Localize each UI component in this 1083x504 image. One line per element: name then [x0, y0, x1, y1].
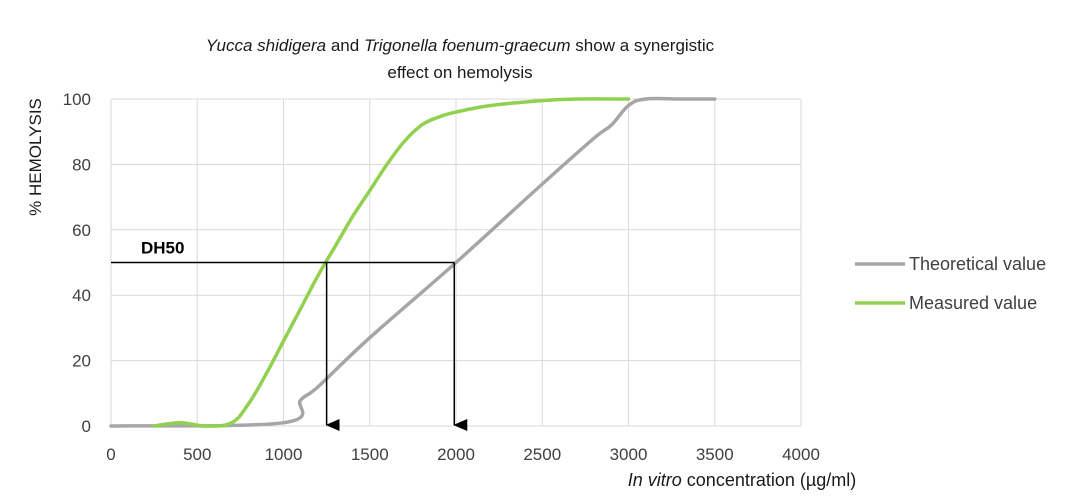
- x-tick-label: 1500: [351, 445, 389, 464]
- legend-label: Measured value: [909, 293, 1037, 313]
- x-axis-label-italic: In vitro: [628, 470, 682, 490]
- plot-grid: [110, 98, 802, 427]
- y-tick-label: 100: [63, 90, 91, 109]
- series-line-theoretical: [109, 96, 717, 428]
- y-axis-label: % HEMOLYSIS: [26, 98, 45, 216]
- x-tick-label: 0: [106, 445, 115, 464]
- x-tick-label: 500: [183, 445, 211, 464]
- title-part-1: Yucca shidigera: [206, 36, 326, 55]
- chart-title: Yucca shidigera and Trigonella foenum-gr…: [206, 36, 715, 55]
- title-part-3: Trigonella foenum-graecum: [364, 36, 571, 55]
- y-tick-labels: 0 20 40 60 80 100: [63, 90, 91, 436]
- x-axis-label-rest: concentration (µg/ml): [682, 470, 856, 490]
- series-group: [109, 96, 717, 428]
- legend: Theoretical value Measured value: [855, 254, 1046, 313]
- x-tick-labels: 0 500 1000 1500 2000 2500 3000 3500 4000: [106, 445, 820, 464]
- y-tick-label: 0: [82, 417, 91, 436]
- x-tick-label: 4000: [782, 445, 820, 464]
- x-tick-label: 3500: [696, 445, 734, 464]
- title-part-2: and: [326, 36, 364, 55]
- y-tick-label: 80: [72, 155, 91, 174]
- x-axis-label: In vitro concentration (µg/ml): [628, 470, 856, 490]
- x-tick-label: 2500: [523, 445, 561, 464]
- y-tick-label: 60: [72, 221, 91, 240]
- series-line-measured: [152, 97, 631, 428]
- x-tick-label: 2000: [437, 445, 475, 464]
- x-tick-label: 1000: [265, 445, 303, 464]
- chart-title-line2: effect on hemolysis: [387, 63, 532, 82]
- title-part-4: show a synergistic: [571, 36, 715, 55]
- y-tick-label: 20: [72, 352, 91, 371]
- dh50-label: DH50: [141, 239, 184, 258]
- y-tick-label: 40: [72, 286, 91, 305]
- x-tick-label: 3000: [610, 445, 648, 464]
- dh50-annotation: DH50: [111, 239, 468, 431]
- legend-label: Theoretical value: [909, 254, 1046, 274]
